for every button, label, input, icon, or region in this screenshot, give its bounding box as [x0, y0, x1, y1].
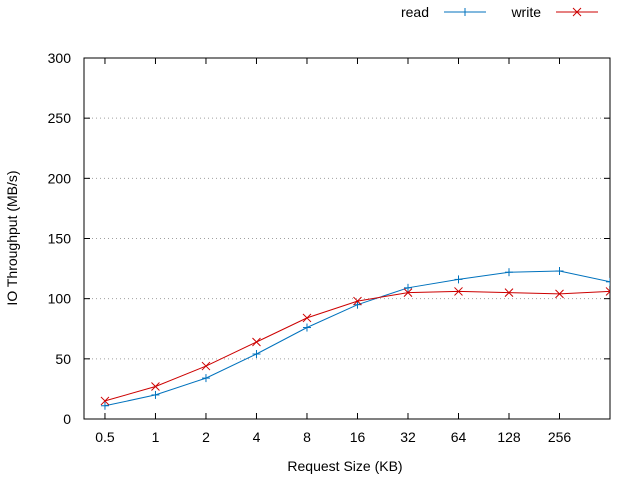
data-point-write-d2 [605, 290, 610, 296]
data-point-write [201, 361, 211, 371]
x-tick-label: 4 [253, 429, 261, 445]
data-point-read [151, 390, 160, 399]
legend-item-read: read [401, 4, 486, 20]
data-point-read [302, 323, 311, 332]
y-tick-label: 300 [48, 50, 72, 66]
x-tick-label: 16 [350, 429, 366, 445]
y-tick-label: 0 [63, 411, 71, 427]
data-point-write-d2 [302, 313, 312, 323]
legend-marker-write [572, 7, 582, 17]
y-tick-label: 50 [55, 351, 71, 367]
y-tick-label: 100 [48, 291, 72, 307]
data-point-write [504, 288, 514, 298]
x-tick-label: 0.5 [95, 429, 115, 445]
data-point-write-d2 [100, 396, 110, 406]
series-group [100, 266, 610, 410]
data-point-write [302, 313, 312, 323]
legend-marker-write-d2 [572, 7, 582, 17]
data-point-read [454, 275, 463, 284]
data-point-read [353, 300, 362, 309]
x-tick-label: 1 [152, 429, 160, 445]
y-tick-label: 150 [48, 231, 72, 247]
data-point-read [252, 350, 261, 359]
series-write [100, 287, 610, 406]
data-point-write [353, 296, 362, 306]
data-point-write [454, 287, 463, 296]
data-point-read [100, 401, 109, 410]
legend-marker-read [461, 8, 469, 16]
legend-label-write: write [510, 4, 541, 20]
y-tick-label: 200 [48, 170, 72, 186]
x-tick-label: 256 [548, 429, 572, 445]
data-point-write [403, 288, 413, 298]
legend-label-read: read [401, 4, 429, 20]
data-point-write-d1 [605, 287, 610, 293]
data-point-write [151, 382, 160, 391]
x-tick-label: 128 [497, 429, 521, 445]
y-tick-label: 250 [48, 110, 72, 126]
legend: read write [401, 4, 598, 20]
legend-item-write: write [510, 4, 598, 20]
data-point-write-d2 [403, 288, 413, 298]
x-axis-label: Request Size (KB) [287, 458, 402, 474]
x-tick-label: 32 [400, 429, 416, 445]
data-point-read [555, 266, 564, 275]
series-read [100, 266, 610, 410]
data-point-write [100, 396, 110, 406]
data-point-write-d2 [504, 288, 514, 298]
data-point-write-d2 [555, 289, 564, 299]
axes: 0 50 100 150 200 250 300 0.5 1 2 4 8 16 32 64 128 256 [48, 50, 611, 445]
data-point-read [606, 277, 610, 286]
data-point-write-d2 [151, 382, 160, 391]
x-tick-label: 64 [451, 429, 467, 445]
data-point-write-d2 [353, 296, 362, 306]
data-point-write-d2 [454, 287, 463, 296]
data-point-read [403, 283, 412, 292]
x-tick-label: 8 [303, 429, 311, 445]
data-point-write [605, 287, 610, 296]
data-point-write-d2 [201, 361, 211, 371]
data-point-write [252, 337, 261, 347]
data-point-write-d2 [252, 337, 261, 347]
data-point-read [201, 374, 210, 383]
data-point-write [555, 289, 564, 299]
data-point-read [504, 268, 513, 277]
x-tick-label: 2 [202, 429, 210, 445]
y-axis-label: IO Throughput (MB/s) [4, 170, 20, 305]
